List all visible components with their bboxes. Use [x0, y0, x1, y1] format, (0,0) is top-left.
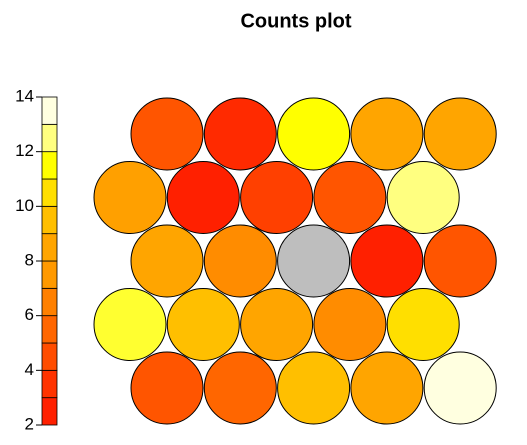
unit — [203, 97, 277, 171]
colorbar-segment — [41, 96, 58, 125]
unit — [166, 161, 240, 234]
unit — [423, 97, 497, 171]
colorbar-segment — [41, 369, 58, 399]
unit — [313, 161, 387, 234]
y-tick-label: 14 — [15, 86, 34, 105]
unit — [423, 351, 497, 425]
y-tick-label: 4 — [25, 360, 34, 379]
unit — [350, 224, 424, 298]
unit — [203, 351, 277, 425]
unit — [277, 351, 351, 425]
y-tick-label: 8 — [25, 250, 34, 269]
colorbar-segment — [41, 287, 58, 317]
unit — [93, 288, 167, 361]
colorbar-segment — [41, 123, 58, 153]
unit — [240, 288, 314, 361]
colorbar-segment — [41, 151, 58, 180]
colorbar-segment — [41, 342, 58, 371]
y-tick-label: 10 — [15, 196, 34, 215]
unit — [277, 224, 351, 298]
unit — [423, 224, 497, 298]
unit — [166, 288, 240, 361]
unit — [130, 224, 204, 298]
unit — [277, 97, 351, 171]
chart-title: Counts plot — [240, 10, 351, 32]
y-tick-label: 12 — [15, 141, 34, 160]
colorbar-segment — [41, 233, 58, 262]
unit — [350, 97, 424, 171]
unit — [203, 224, 277, 298]
unit — [240, 161, 314, 234]
colorbar-segment — [41, 178, 58, 207]
unit — [386, 161, 460, 234]
colorbar-segment — [41, 315, 58, 344]
colorbar-segment — [41, 260, 58, 289]
colorbar-segment — [41, 397, 58, 426]
unit — [313, 288, 387, 361]
y-tick-label: 2 — [25, 414, 34, 433]
unit — [130, 97, 204, 171]
unit — [350, 351, 424, 425]
unit — [93, 161, 167, 234]
colorbar-segment — [41, 205, 58, 235]
unit — [386, 288, 460, 361]
unit — [130, 351, 204, 425]
y-tick-label: 6 — [25, 305, 34, 324]
